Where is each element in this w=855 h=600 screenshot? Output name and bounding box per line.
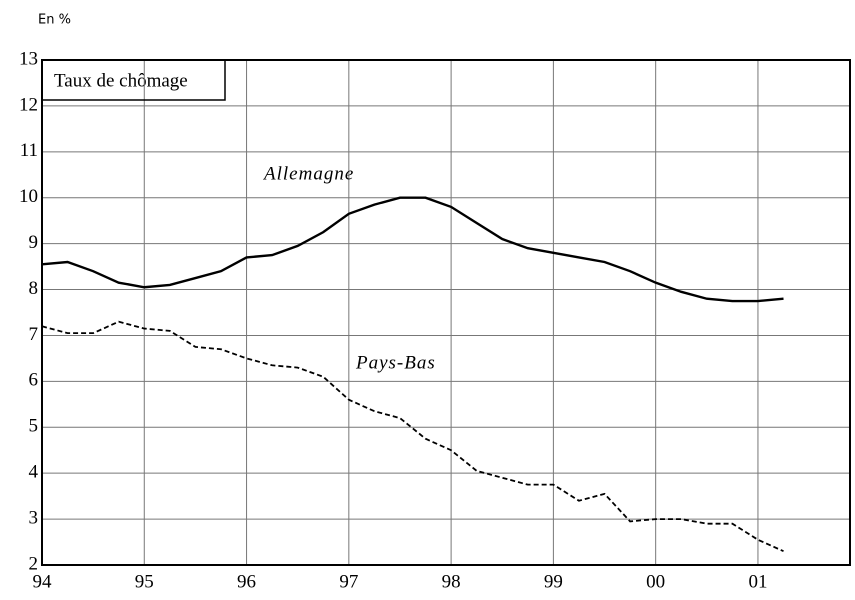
- x-tick-label: 00: [646, 571, 665, 592]
- y-tick-label: 12: [19, 94, 38, 115]
- y-axis-label: Taux de chômage: [54, 70, 188, 91]
- x-tick-label: 95: [135, 571, 154, 592]
- frame: [41, 59, 851, 566]
- y-tick-label: 7: [29, 324, 39, 345]
- label-box: [42, 60, 226, 101]
- unit-label: En %: [38, 13, 71, 28]
- y-tick-label: 4: [29, 462, 39, 483]
- y-tick-label: 9: [29, 232, 39, 253]
- y-tick-label: 11: [20, 140, 38, 161]
- x-tick-label: 99: [544, 571, 563, 592]
- y-tick-label: 6: [29, 370, 39, 391]
- y-tick-label: 13: [19, 48, 38, 69]
- x-tick-label: 97: [339, 571, 358, 592]
- x-tick-label: 01: [748, 571, 767, 592]
- y-tick-label: 5: [29, 416, 39, 437]
- y-tick-label: 10: [19, 186, 38, 207]
- y-tick-label: 8: [29, 278, 39, 299]
- series-label: Pays-Bas: [355, 352, 436, 373]
- series-label: Allemagne: [262, 163, 354, 184]
- x-tick-label: 96: [237, 571, 256, 592]
- y-tick-label: 3: [29, 507, 39, 528]
- line: [41, 196, 784, 303]
- y-tick-label: 2: [29, 553, 39, 574]
- x-tick-label: 98: [442, 571, 461, 592]
- x-tick-label: 94: [33, 571, 53, 592]
